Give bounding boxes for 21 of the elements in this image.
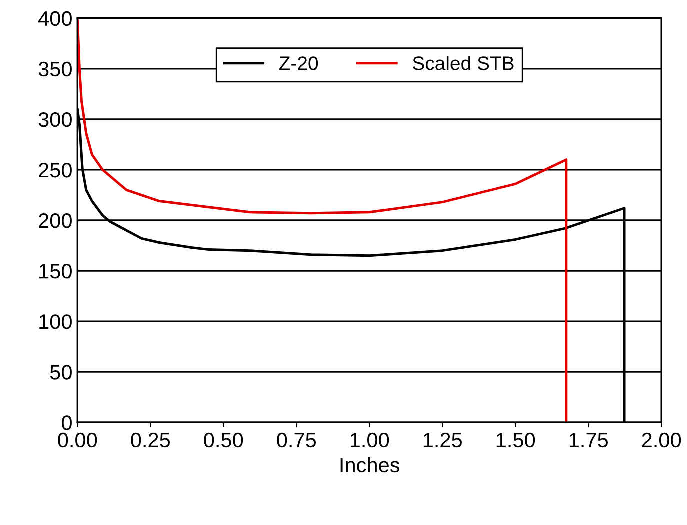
y-tick-label: 100	[40, 314, 72, 330]
y-tick-label: 400	[38, 11, 72, 26]
x-axis-title: Inches	[340, 457, 400, 473]
y-tick-label: 350	[38, 62, 72, 77]
x-tick-label: 0.50	[204, 432, 244, 448]
x-tick-label: 0.25	[131, 432, 170, 448]
y-tick-label: 300	[38, 112, 72, 128]
x-tick-label: 2.00	[642, 432, 682, 448]
x-tick-label: 0.75	[277, 432, 316, 448]
x-tick-label: 0.00	[58, 432, 98, 448]
legend-label: Z-20	[279, 56, 318, 70]
legend-label: Scaled STB	[413, 56, 514, 70]
x-tick-label: 1.25	[424, 432, 462, 448]
x-tick-label: 1.75	[570, 433, 608, 448]
y-tick-label: 150	[40, 264, 72, 279]
x-tick-label: 1.00	[350, 432, 390, 448]
y-tick-label: 0	[62, 416, 72, 430]
y-tick-label: 50	[50, 365, 72, 380]
y-tick-label: 250	[39, 162, 72, 178]
x-tick-label: 1.50	[496, 432, 536, 448]
y-tick-label: 200	[39, 214, 72, 228]
